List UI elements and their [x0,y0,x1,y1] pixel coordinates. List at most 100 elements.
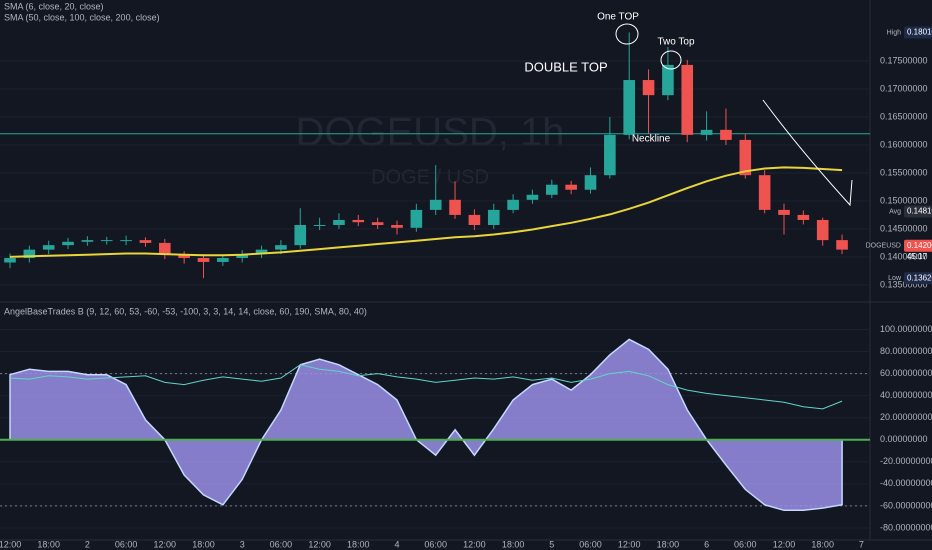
candle-body [507,199,519,210]
candle-body [197,258,210,262]
candle-body [371,222,384,225]
x-tick-label: 18:00 [347,539,370,549]
y-tick-label: 0.17000000 [880,83,928,93]
price-label-box [904,26,932,39]
marks [0,32,870,529]
x-tick-label: 18:00 [192,539,215,549]
y-tick-label: 0.15000000 [880,195,928,205]
y-tick-label: 40.00000000 [880,390,932,400]
candle-body [623,80,636,135]
candle-body [352,219,365,223]
candle-body [700,129,713,135]
candle-body [778,209,790,215]
annotation-circle [615,23,639,45]
candle-body [236,254,249,259]
x-tick-label: 12:00 [0,539,21,549]
annotation-circle [660,50,682,70]
x-tick-label: 6 [704,539,709,549]
price-label-name: Low [888,275,902,282]
x-tick-label: 18:00 [811,539,834,549]
x-tick-label: 18:00 [657,539,680,549]
price-label-value: 0.18010000 [907,28,932,37]
candle-body [81,240,94,242]
y-tick-label: 0.14500000 [880,223,928,233]
watermark-subtitle: DOGE / USD [371,166,489,188]
price-label-value: 0.14810851 [907,207,932,216]
candle-body [100,240,113,242]
sma-line [9,166,843,258]
candle-body [158,242,171,255]
candle-body [429,199,442,210]
oscillator-line [9,364,843,410]
y-tick-label: 60.00000000 [880,368,932,378]
countdown: 45:17 [907,252,928,261]
y-tick-label: 0.16000000 [880,139,928,149]
x-tick-label: 06:00 [734,539,757,549]
y-tick-label: 0.16500000 [880,111,928,121]
legend-item: SMA (6, close, 20, close) [4,1,104,11]
y-tick-label: -20.00000000 [880,456,932,466]
candle-body [313,225,326,226]
candle-body [584,175,597,190]
x-tick-label: 4 [394,539,399,549]
x-tick-label: 7 [859,539,864,549]
y-tick-label: 0.15500000 [880,167,928,177]
annotation: Two Top [657,37,694,48]
candle-body [545,184,558,195]
x-tick-label: 06:00 [579,539,602,549]
candle-body [294,225,307,246]
candle-body [797,214,810,220]
annotation: Neckline [632,134,671,145]
x-tick-label: 06:00 [270,539,293,549]
candle-body [255,249,268,255]
price-label-name: High [887,29,902,36]
candle-body [410,209,423,228]
y-tick-label: 80.00000000 [880,346,932,356]
y-tick-label: 0.13500000 [880,279,928,289]
x-tick-label: 2 [85,539,90,549]
x-tick-label: 12:00 [463,539,486,549]
candle-body [662,64,674,96]
candle-body [391,225,403,228]
candle-body [23,249,36,259]
x-tick-label: 18:00 [37,539,60,549]
oscillator-area [9,338,843,512]
candle-body [120,240,132,242]
price-label-name: Avg [889,208,901,215]
x-tick-label: 06:00 [115,539,138,549]
x-tick-label: 12:00 [773,539,796,549]
x-tick-label: 12:00 [154,539,177,549]
candle-body [526,194,539,200]
y-tick-label: -60.00000000 [880,500,932,510]
candle-body [720,129,732,140]
watermark-title: DOGEUSD, 1h [296,111,565,155]
y-tick-label: 0.14000000 [880,251,928,261]
candle-body [4,258,16,263]
y-tick-label: 100.00000000 [880,324,932,334]
candle-body [565,184,577,190]
candle-body [468,214,481,225]
indicator-title: AngelBaseTrades B (9, 12, 60, 53, -60, -… [4,306,367,316]
candle-body [681,64,694,135]
candle-body [275,245,287,250]
x-tick-label: 12:00 [618,539,641,549]
candle-body [816,219,829,241]
candle-body [739,139,752,176]
y-tick-label: 20.00000000 [880,412,932,422]
candle-body [487,209,500,225]
candle-body [642,80,655,96]
price-label-box [904,239,932,252]
candle-body [333,219,345,225]
x-tick-label: 06:00 [424,539,447,549]
candle-body [449,199,461,215]
annotation: DOUBLE TOP [524,59,607,74]
candle-body [42,245,55,250]
price-label-name: DOGEUSD [866,243,901,250]
y-tick-label: -40.00000000 [880,478,932,488]
candle-body [836,240,848,250]
candle-body [139,240,152,243]
x-tick-label: 5 [549,539,554,549]
candle-body [758,175,771,210]
y-tick-label: 0.00000000 [880,434,928,444]
x-tick-label: 12:00 [308,539,331,549]
